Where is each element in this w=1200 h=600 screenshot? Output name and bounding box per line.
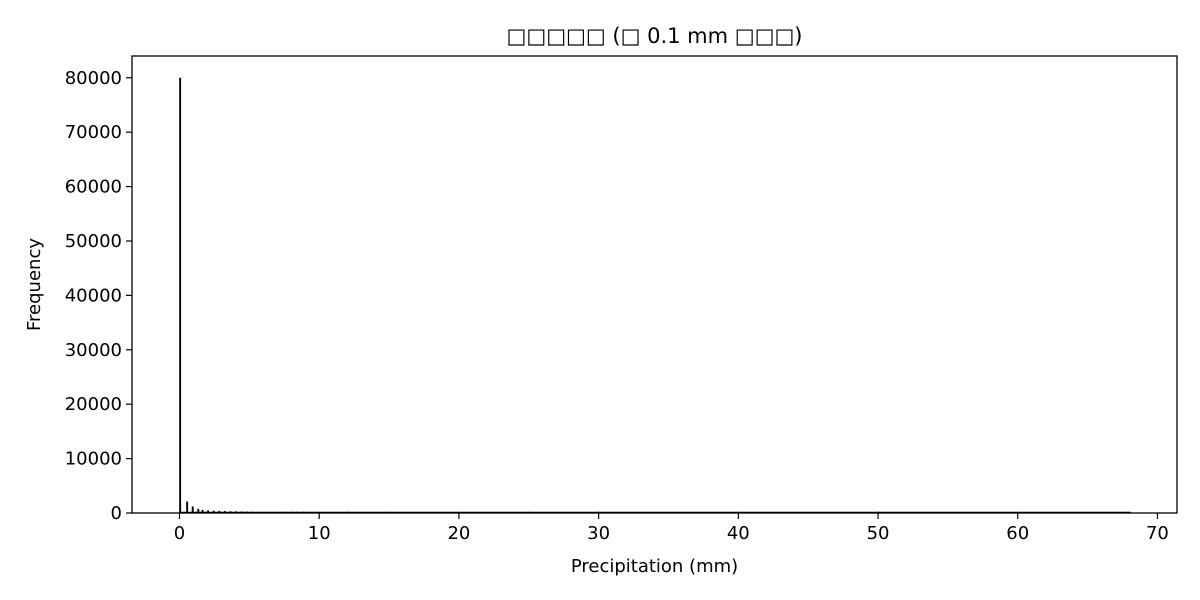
x-tick-label: 30 — [587, 523, 610, 544]
x-tick-label: 10 — [308, 523, 331, 544]
x-axis-label: Precipitation (mm) — [571, 556, 738, 577]
histogram-bar — [186, 501, 189, 513]
plot-frame — [131, 55, 1178, 514]
y-tick-label: 80000 — [65, 68, 122, 89]
histogram-bar — [207, 510, 210, 513]
y-tick-label: 40000 — [65, 285, 122, 306]
histogram-bar — [197, 508, 200, 513]
histogram-bar — [179, 77, 182, 513]
bar-group — [179, 77, 1132, 514]
chart-title: □□□□□ (□ 0.1 mm □□□) — [507, 24, 803, 48]
y-tick-label: 20000 — [65, 394, 122, 415]
x-axis-ticks: 0 10 20 30 40 50 60 70 — [174, 513, 1169, 544]
y-axis-label: Frequency — [24, 238, 45, 331]
x-tick-label: 40 — [727, 523, 750, 544]
y-tick-label: 50000 — [65, 231, 122, 252]
y-tick-label: 10000 — [65, 449, 122, 470]
y-tick-label: 70000 — [65, 122, 122, 143]
y-tick-label: 30000 — [65, 340, 122, 361]
histogram-bar — [191, 506, 194, 513]
x-tick-label: 0 — [174, 523, 185, 544]
x-tick-label: 60 — [1006, 523, 1029, 544]
x-tick-label: 50 — [867, 523, 890, 544]
x-tick-label: 20 — [447, 523, 470, 544]
y-axis-ticks: 0 10000 20000 30000 40000 50000 60000 70000 8000… — [65, 68, 132, 524]
y-tick-label: 60000 — [65, 177, 122, 198]
histogram-bar — [201, 509, 204, 513]
x-tick-label: 70 — [1146, 523, 1169, 544]
y-tick-label: 0 — [111, 503, 122, 524]
